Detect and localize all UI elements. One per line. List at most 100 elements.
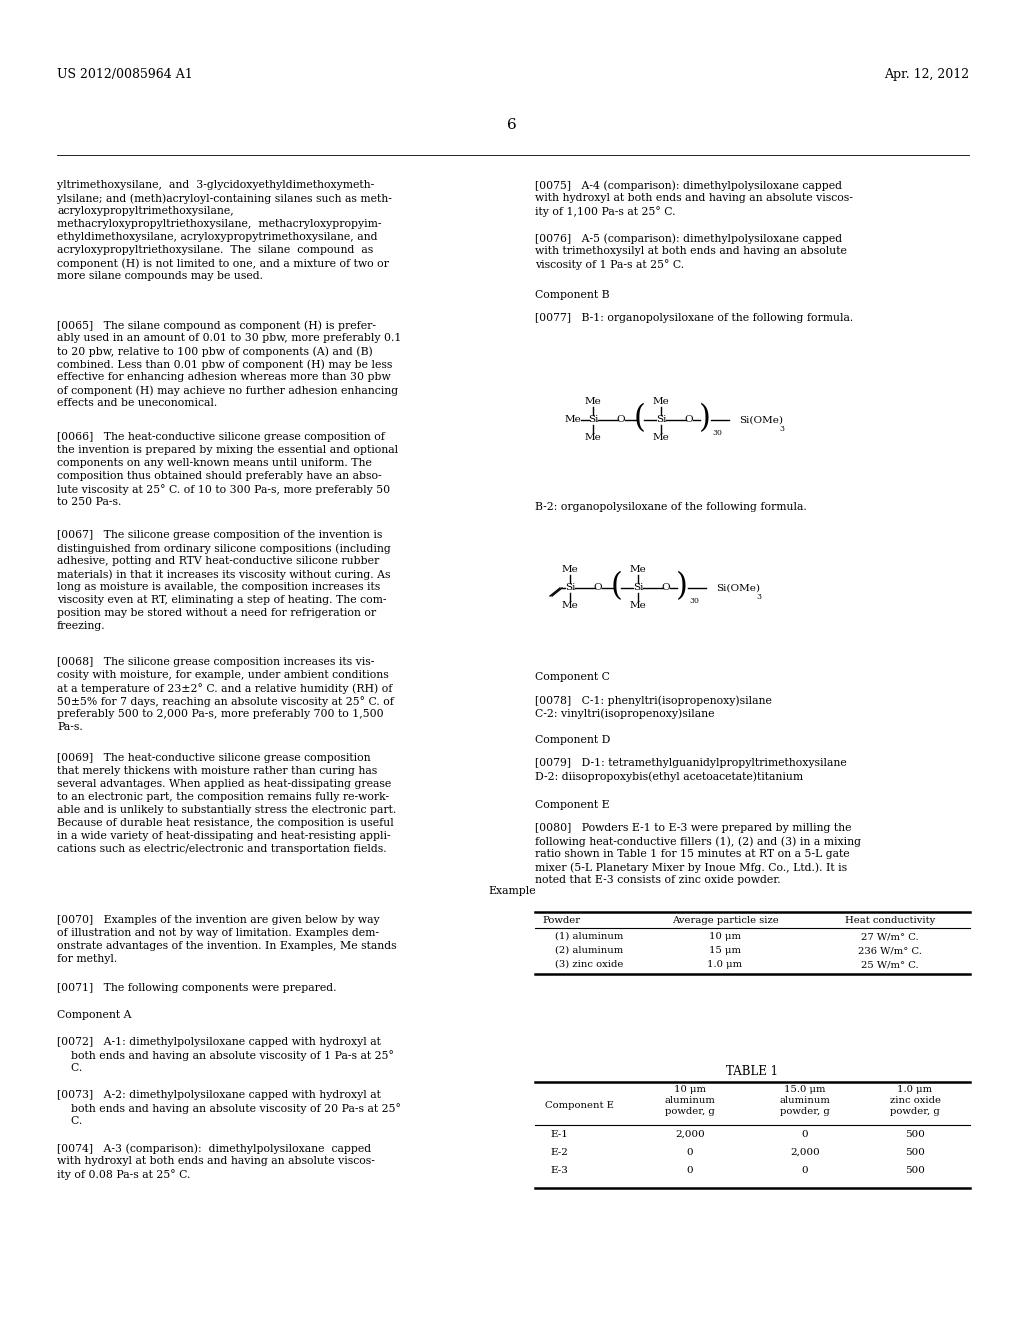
Text: 500: 500 [905, 1148, 925, 1158]
Text: mixer (5-L Planetary Mixer by Inoue Mfg. Co., Ltd.). It is: mixer (5-L Planetary Mixer by Inoue Mfg.… [535, 862, 847, 873]
Text: freezing.: freezing. [57, 620, 105, 631]
Text: (2) aluminum: (2) aluminum [555, 946, 624, 954]
Text: Me: Me [561, 602, 579, 610]
Text: following heat-conductive fillers (1), (2) and (3) in a mixing: following heat-conductive fillers (1), (… [535, 836, 861, 846]
Text: at a temperature of 23±2° C. and a relative humidity (RH) of: at a temperature of 23±2° C. and a relat… [57, 682, 392, 694]
Text: 30: 30 [689, 597, 698, 605]
Text: [0065]   The silane compound as component (H) is prefer-: [0065] The silane compound as component … [57, 319, 376, 330]
Text: Si: Si [655, 416, 667, 425]
Text: Heat conductivity: Heat conductivity [845, 916, 935, 925]
Text: 0: 0 [802, 1166, 808, 1175]
Text: component (H) is not limited to one, and a mixture of two or: component (H) is not limited to one, and… [57, 257, 389, 268]
Text: with hydroxyl at both ends and having an absolute viscos-: with hydroxyl at both ends and having an… [57, 1156, 375, 1166]
Text: Average particle size: Average particle size [672, 916, 778, 925]
Text: Me: Me [652, 433, 670, 442]
Text: [0067]   The silicone grease composition of the invention is: [0067] The silicone grease composition o… [57, 531, 382, 540]
Text: Me: Me [630, 565, 646, 574]
Text: 50±5% for 7 days, reaching an absolute viscosity at 25° C. of: 50±5% for 7 days, reaching an absolute v… [57, 696, 394, 708]
Text: Component E: Component E [535, 800, 609, 810]
Text: 6: 6 [507, 117, 517, 132]
Text: noted that E-3 consists of zinc oxide powder.: noted that E-3 consists of zinc oxide po… [535, 875, 780, 884]
Text: 10 μm: 10 μm [709, 932, 741, 941]
Text: able and is unlikely to substantially stress the electronic part.: able and is unlikely to substantially st… [57, 805, 396, 814]
Text: onstrate advantages of the invention. In Examples, Me stands: onstrate advantages of the invention. In… [57, 941, 396, 950]
Text: cosity with moisture, for example, under ambient conditions: cosity with moisture, for example, under… [57, 671, 389, 680]
Text: Si: Si [588, 416, 598, 425]
Text: yltrimethoxysilane,  and  3-glycidoxyethyldimethoxymeth-: yltrimethoxysilane, and 3-glycidoxyethyl… [57, 180, 374, 190]
Text: 0: 0 [687, 1148, 693, 1158]
Text: 3: 3 [756, 593, 761, 601]
Text: 500: 500 [905, 1130, 925, 1139]
Text: viscosity even at RT, eliminating a step of heating. The com-: viscosity even at RT, eliminating a step… [57, 595, 386, 605]
Text: materials) in that it increases its viscosity without curing. As: materials) in that it increases its visc… [57, 569, 390, 579]
Text: to 250 Pa-s.: to 250 Pa-s. [57, 498, 122, 507]
Text: E-3: E-3 [550, 1166, 568, 1175]
Text: [0068]   The silicone grease composition increases its vis-: [0068] The silicone grease composition i… [57, 657, 375, 667]
Text: ): ) [676, 572, 688, 602]
Text: 3: 3 [779, 425, 784, 433]
Text: position may be stored without a need for refrigeration or: position may be stored without a need fo… [57, 609, 376, 618]
Text: 10 μm
aluminum
powder, g: 10 μm aluminum powder, g [665, 1085, 716, 1117]
Text: cations such as electric/electronic and transportation fields.: cations such as electric/electronic and … [57, 843, 387, 854]
Text: E-2: E-2 [550, 1148, 568, 1158]
Text: with hydroxyl at both ends and having an absolute viscos-: with hydroxyl at both ends and having an… [535, 193, 853, 203]
Text: US 2012/0085964 A1: US 2012/0085964 A1 [57, 69, 193, 81]
Text: [0071]   The following components were prepared.: [0071] The following components were pre… [57, 983, 337, 993]
Text: 2,000: 2,000 [791, 1148, 820, 1158]
Text: Si: Si [633, 583, 643, 593]
Text: ): ) [699, 404, 711, 434]
Text: 27 W/m° C.: 27 W/m° C. [861, 932, 919, 941]
Text: of illustration and not by way of limitation. Examples dem-: of illustration and not by way of limita… [57, 928, 379, 939]
Text: [0074]   A-3 (comparison):  dimethylpolysiloxane  capped: [0074] A-3 (comparison): dimethylpolysil… [57, 1143, 371, 1154]
Text: Me: Me [652, 397, 670, 407]
Text: Apr. 12, 2012: Apr. 12, 2012 [884, 69, 969, 81]
Text: preferably 500 to 2,000 Pa-s, more preferably 700 to 1,500: preferably 500 to 2,000 Pa-s, more prefe… [57, 709, 384, 719]
Text: 1.0 μm: 1.0 μm [708, 960, 742, 969]
Text: [0073]   A-2: dimethylpolysiloxane capped with hydroxyl at: [0073] A-2: dimethylpolysiloxane capped … [57, 1090, 381, 1100]
Text: viscosity of 1 Pa-s at 25° C.: viscosity of 1 Pa-s at 25° C. [535, 259, 684, 269]
Text: ylsilane; and (meth)acryloyl-containing silanes such as meth-: ylsilane; and (meth)acryloyl-containing … [57, 193, 392, 203]
Text: (1) aluminum: (1) aluminum [555, 932, 624, 941]
Text: both ends and having an absolute viscosity of 20 Pa-s at 25°: both ends and having an absolute viscosi… [57, 1104, 400, 1114]
Text: Component B: Component B [535, 290, 609, 300]
Text: both ends and having an absolute viscosity of 1 Pa-s at 25°: both ends and having an absolute viscosi… [57, 1049, 394, 1061]
Text: O: O [685, 416, 693, 425]
Text: Me: Me [561, 565, 579, 574]
Text: 500: 500 [905, 1166, 925, 1175]
Text: several advantages. When applied as heat-dissipating grease: several advantages. When applied as heat… [57, 779, 391, 789]
Text: [0072]   A-1: dimethylpolysiloxane capped with hydroxyl at: [0072] A-1: dimethylpolysiloxane capped … [57, 1038, 381, 1047]
Text: (: ( [634, 404, 646, 434]
Text: 1.0 μm
zinc oxide
powder, g: 1.0 μm zinc oxide powder, g [890, 1085, 940, 1117]
Text: adhesive, potting and RTV heat-conductive silicone rubber: adhesive, potting and RTV heat-conductiv… [57, 556, 379, 566]
Text: Component D: Component D [535, 735, 610, 744]
Text: of component (H) may achieve no further adhesion enhancing: of component (H) may achieve no further … [57, 385, 398, 396]
Text: TABLE 1: TABLE 1 [726, 1065, 778, 1078]
Text: [0070]   Examples of the invention are given below by way: [0070] Examples of the invention are giv… [57, 915, 380, 925]
Text: E-1: E-1 [550, 1130, 568, 1139]
Text: Component A: Component A [57, 1010, 131, 1020]
Text: 30: 30 [712, 429, 722, 437]
Text: to 20 pbw, relative to 100 pbw of components (A) and (B): to 20 pbw, relative to 100 pbw of compon… [57, 346, 373, 356]
Text: D-2: diisopropoxybis(ethyl acetoacetate)titanium: D-2: diisopropoxybis(ethyl acetoacetate)… [535, 771, 803, 781]
Text: with trimethoxysilyl at both ends and having an absolute: with trimethoxysilyl at both ends and ha… [535, 246, 847, 256]
Text: components on any well-known means until uniform. The: components on any well-known means until… [57, 458, 372, 469]
Text: Because of durable heat resistance, the composition is useful: Because of durable heat resistance, the … [57, 818, 394, 828]
Text: for methyl.: for methyl. [57, 954, 118, 964]
Text: [0078]   C-1: phenyltri(isopropenoxy)silane: [0078] C-1: phenyltri(isopropenoxy)silan… [535, 696, 772, 706]
Text: [0066]   The heat-conductive silicone grease composition of: [0066] The heat-conductive silicone grea… [57, 432, 385, 442]
Text: Me: Me [585, 397, 601, 407]
Text: (3) zinc oxide: (3) zinc oxide [555, 960, 624, 969]
Text: B-2: organopolysiloxane of the following formula.: B-2: organopolysiloxane of the following… [535, 502, 807, 512]
Text: C.: C. [57, 1063, 82, 1073]
Text: ethyldimethoxysilane, acryloxypropytrimethoxysilane, and: ethyldimethoxysilane, acryloxypropytrime… [57, 232, 378, 242]
Text: O: O [594, 583, 602, 593]
Text: methacryloxypropyltriethoxysilane,  methacryloxypropyim-: methacryloxypropyltriethoxysilane, metha… [57, 219, 382, 228]
Text: Pa-s.: Pa-s. [57, 722, 83, 733]
Text: [0075]   A-4 (comparison): dimethylpolysiloxane capped: [0075] A-4 (comparison): dimethylpolysil… [535, 180, 842, 190]
Text: long as moisture is available, the composition increases its: long as moisture is available, the compo… [57, 582, 380, 591]
Text: 15.0 μm
aluminum
powder, g: 15.0 μm aluminum powder, g [779, 1085, 830, 1117]
Text: that merely thickens with moisture rather than curing has: that merely thickens with moisture rathe… [57, 766, 377, 776]
Text: effective for enhancing adhesion whereas more than 30 pbw: effective for enhancing adhesion whereas… [57, 372, 391, 381]
Text: ratio shown in Table 1 for 15 minutes at RT on a 5-L gate: ratio shown in Table 1 for 15 minutes at… [535, 849, 850, 859]
Text: Si(OMe): Si(OMe) [739, 416, 783, 425]
